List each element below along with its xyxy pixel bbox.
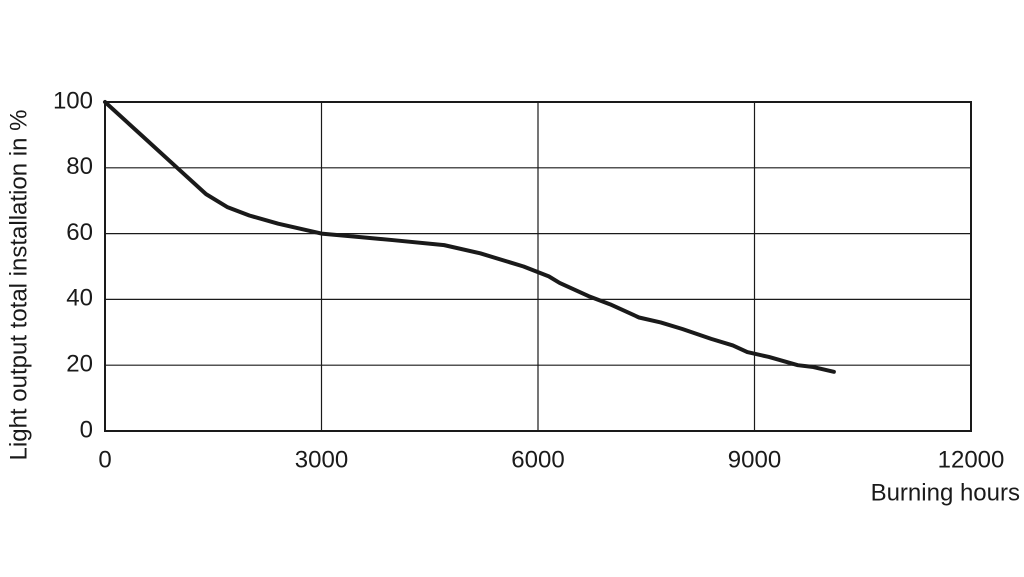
- y-tick-label: 80: [66, 153, 93, 180]
- plot-frame: [104, 101, 972, 432]
- x-tick-label: 9000: [728, 446, 781, 473]
- y-axis-label: Light output total installation in %: [5, 110, 32, 461]
- x-tick-label: 6000: [511, 446, 564, 473]
- y-tick-label: 60: [66, 219, 93, 246]
- data-line: [103, 100, 836, 374]
- y-tick-label: 100: [53, 87, 93, 114]
- y-tick-label: 0: [80, 416, 93, 443]
- y-tick-label: 40: [66, 285, 93, 312]
- x-tick-label: 3000: [295, 446, 348, 473]
- x-axis-label: Burning hours: [871, 479, 1020, 506]
- x-tick-label: 12000: [938, 446, 1005, 473]
- x-tick-label: 0: [98, 446, 111, 473]
- y-tick-label: 20: [66, 351, 93, 378]
